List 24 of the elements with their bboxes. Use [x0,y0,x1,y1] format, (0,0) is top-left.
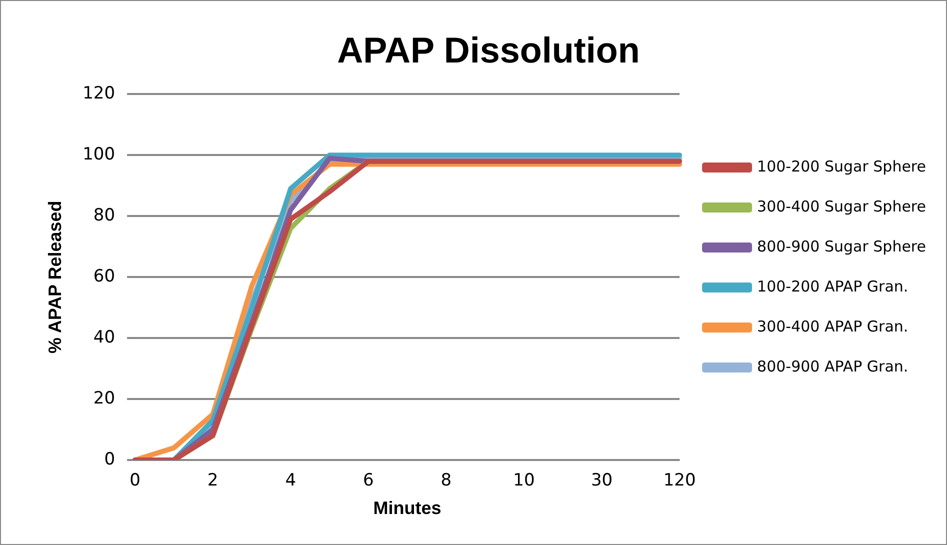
y-axis-title: % APAP Released [44,200,65,354]
chart-title: APAP Dissolution [337,30,640,71]
x-tick-label: 30 [590,470,613,491]
x-tick-label: 10 [513,470,535,491]
y-tick-label: 120 [82,84,116,104]
y-tick-label: 0 [104,449,116,470]
legend-label: 800-900 Sugar Sphere [757,237,926,256]
y-tick-label: 80 [93,206,116,226]
x-tick-label: 8 [440,470,452,491]
x-tick-label: 4 [285,470,296,491]
legend-label: 300-400 Sugar Sphere [757,197,926,216]
legend-label: 100-200 Sugar Sphere [757,157,926,176]
y-tick-label: 60 [93,266,116,287]
x-tick-label: 6 [362,470,374,491]
y-tick-label: 40 [93,327,116,348]
legend-label: 300-400 APAP Gran. [757,317,908,336]
x-tick-label: 2 [207,470,218,491]
x-tick-label: 120 [663,470,696,491]
legend-label: 800-900 APAP Gran. [757,357,908,376]
y-tick-label: 20 [93,388,116,408]
legend-label: 100-200 APAP Gran. [757,277,908,296]
y-tick-label: 100 [82,144,116,165]
x-axis-title: Minutes [373,498,442,518]
x-tick-label: 0 [130,470,140,491]
